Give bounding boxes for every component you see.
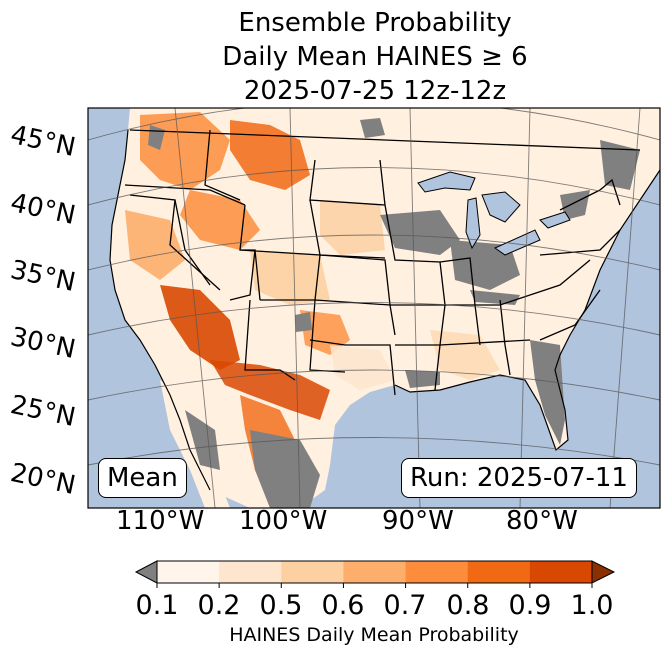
colorbar-outline — [156, 560, 593, 584]
colorbar-ticks — [156, 583, 593, 588]
colorbar-segment — [405, 561, 469, 583]
colorbar-segment — [281, 561, 344, 583]
stat-label-box: Mean — [98, 458, 187, 498]
title-line-1: Ensemble Probability — [238, 8, 512, 38]
graticule — [88, 108, 660, 508]
colorbar-over-triangle — [591, 560, 616, 584]
run-label-box: Run: 2025-07-11 — [401, 458, 637, 498]
colorbar-title: HAINES Daily Mean Probability — [229, 624, 519, 646]
colorbar-segment — [467, 561, 531, 583]
colorbar-tick-label: 0.5 — [259, 590, 303, 621]
title-line-2: Daily Mean HAINES ≥ 6 — [222, 42, 528, 72]
colorbar-segment — [529, 561, 593, 583]
colorbar-tick-label: 0.8 — [446, 590, 490, 621]
colorbar-segment — [343, 561, 407, 583]
coastline — [109, 129, 660, 491]
lon-label-110w: 110°W — [116, 506, 205, 536]
colorbar-segment — [157, 561, 220, 583]
colorbar-segments — [157, 561, 593, 583]
great-lakes — [417, 171, 571, 256]
colorbar-tick-label: 1.0 — [570, 590, 614, 621]
colorbar-tick-label: 0.7 — [383, 590, 427, 621]
lon-label-90w: 90°W — [382, 506, 454, 536]
title-line-3: 2025-07-25 12z-12z — [243, 76, 507, 106]
map-frame — [87, 107, 661, 509]
lon-label-100w: 100°W — [239, 506, 328, 536]
colorbar-segment — [219, 561, 282, 583]
colorbar-tick-label: 0.1 — [135, 590, 179, 621]
state-borders — [124, 129, 641, 396]
colorbar-under-triangle — [134, 560, 158, 584]
lon-label-80w: 80°W — [506, 506, 578, 536]
colorbar-tick-label: 0.2 — [197, 590, 241, 621]
colorbar-tick-label: 0.6 — [321, 590, 365, 621]
colorbar-tick-label: 0.9 — [508, 590, 552, 621]
